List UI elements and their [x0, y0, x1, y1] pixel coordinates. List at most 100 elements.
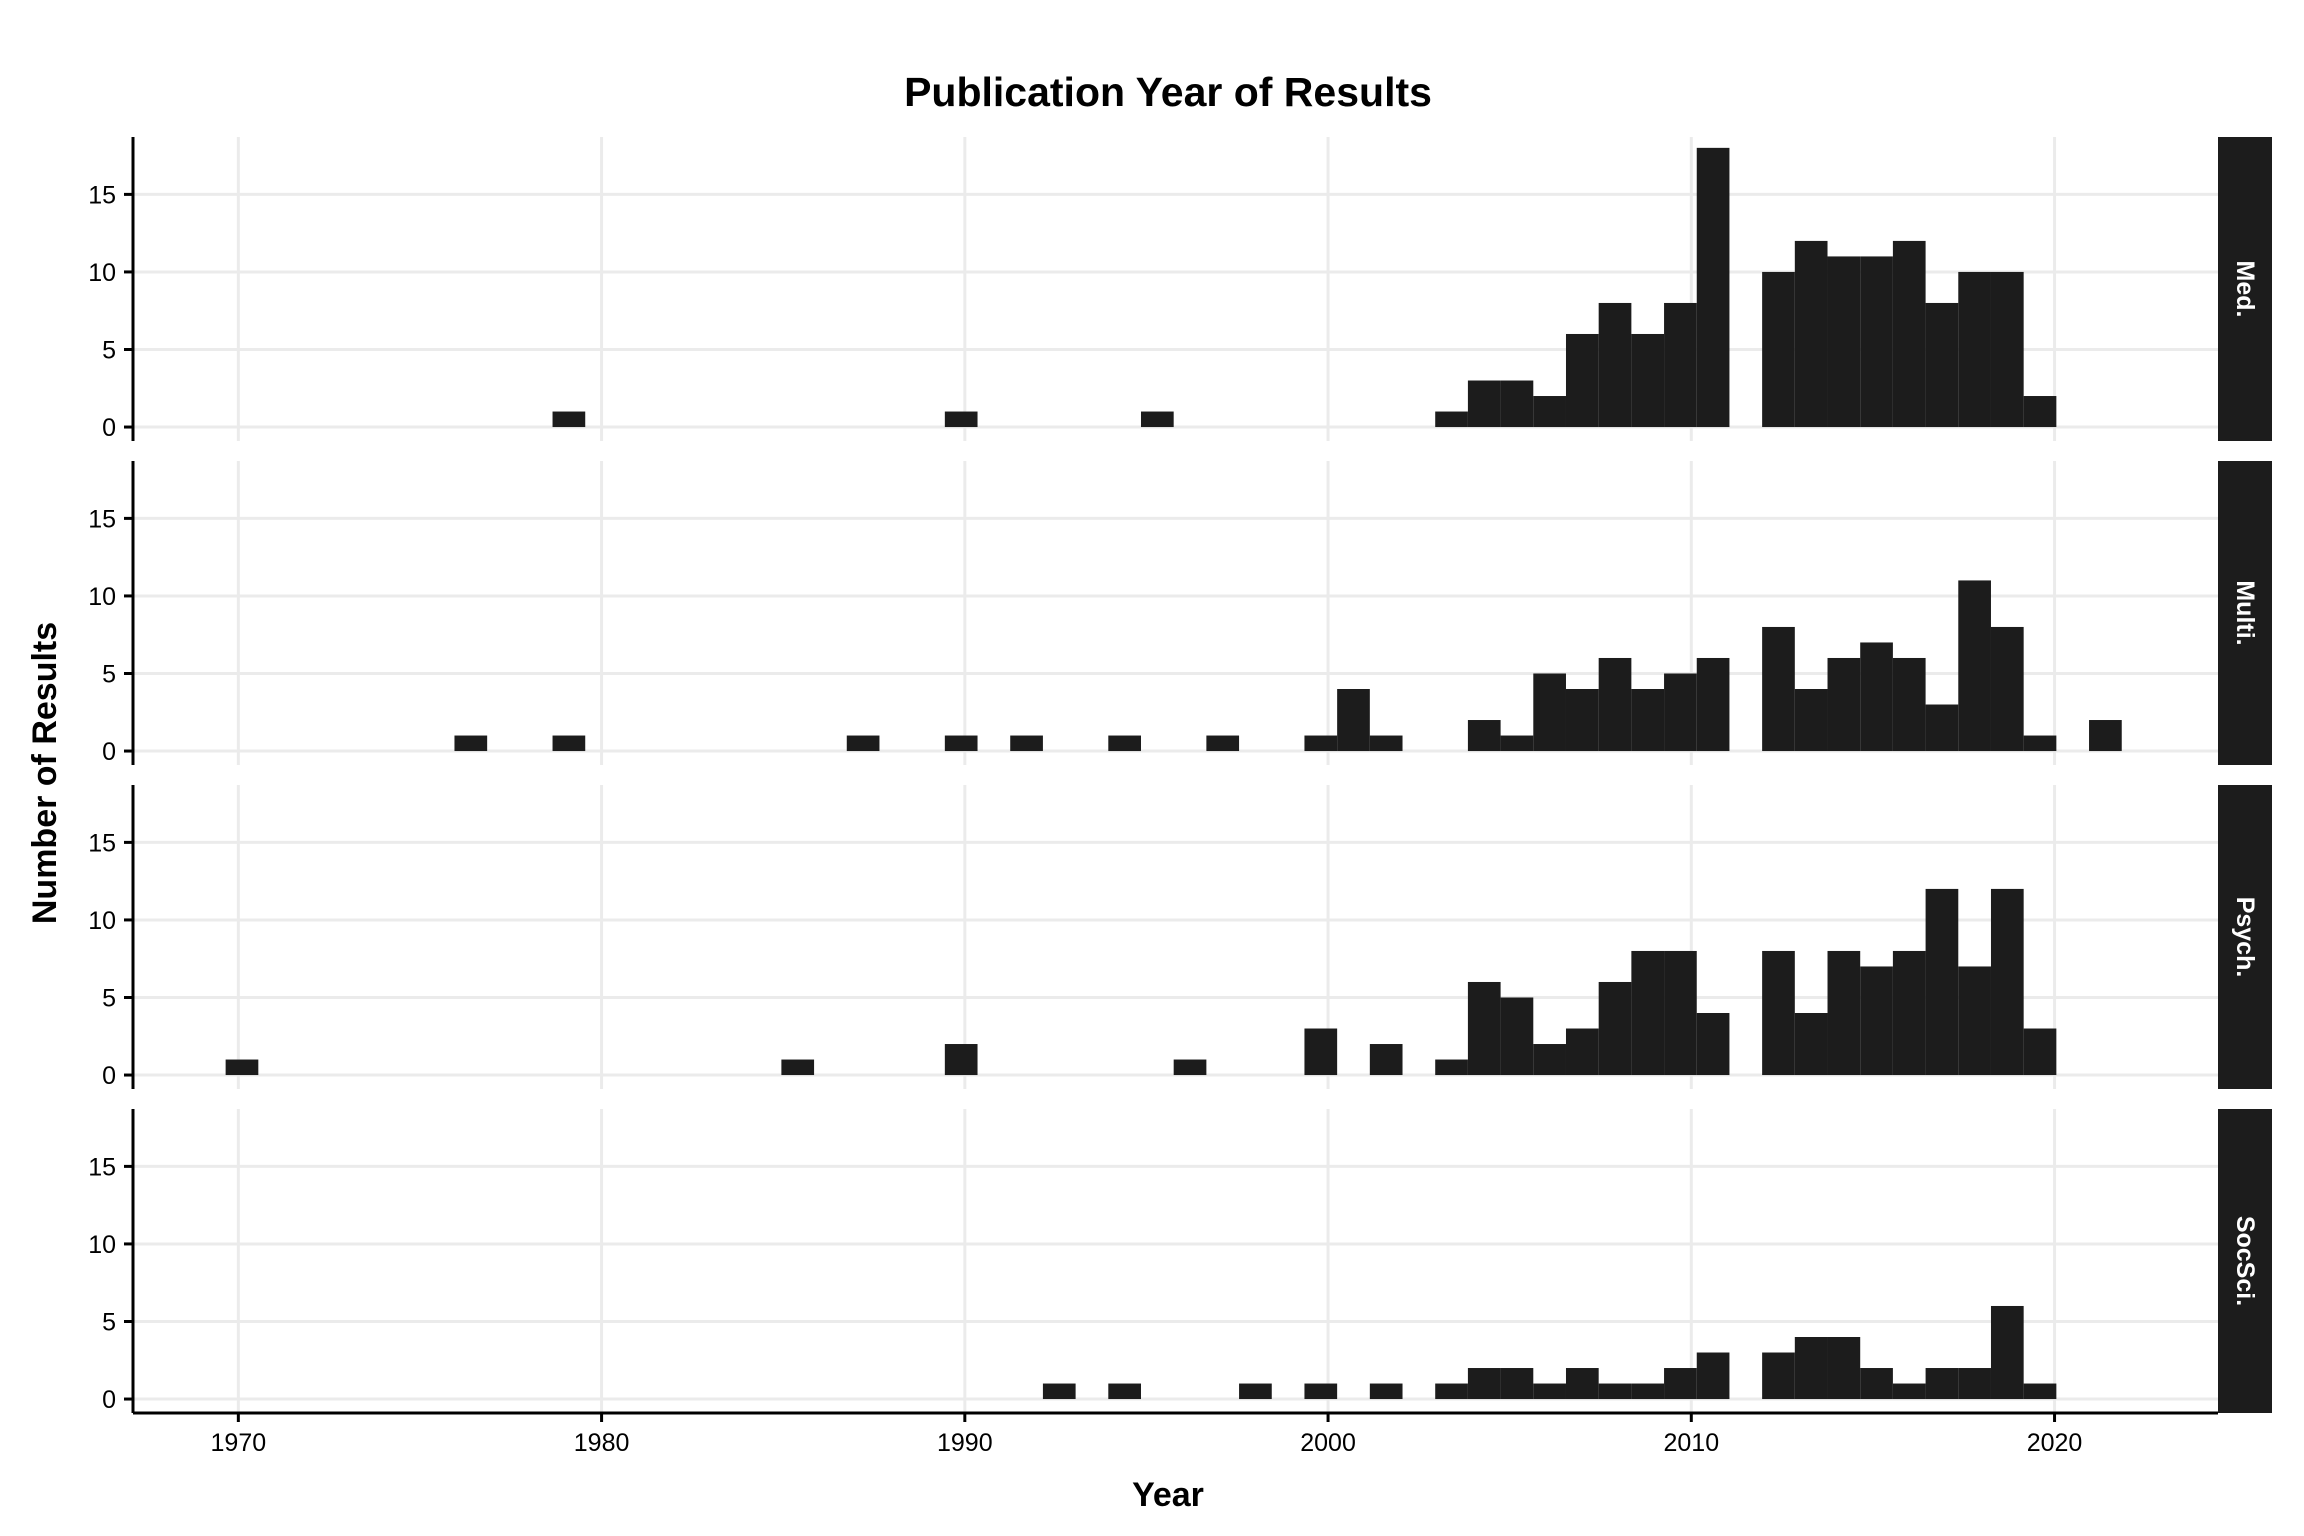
y-tick-label: 15: [88, 1153, 116, 1181]
histogram-bar: [1860, 966, 1893, 1076]
histogram-bar: [1762, 950, 1795, 1076]
x-tick-label: 1980: [574, 1429, 630, 1457]
histogram-bar: [225, 1059, 259, 1076]
histogram-bar: [1239, 1383, 1272, 1400]
histogram-bar: [1369, 1383, 1403, 1400]
histogram-bar: [1990, 1305, 2024, 1400]
histogram-bar: [846, 735, 880, 752]
histogram-bar: [1042, 1383, 1076, 1400]
y-tick-label: 5: [102, 336, 116, 364]
histogram-bar: [1500, 735, 1534, 752]
histogram-bar: [1533, 1383, 1566, 1400]
y-tick-label: 5: [102, 1308, 116, 1336]
histogram-bar: [1925, 1368, 1959, 1400]
histogram-bar: [1010, 735, 1043, 752]
panels: 0 5 10 15 Med. 0 5 10 15 Multi. 0 5 10 15 Psych. 0 5 10 15…: [88, 137, 2272, 1414]
histogram-bar: [1533, 396, 1566, 428]
histogram-bar: [1827, 657, 1861, 752]
histogram-bar: [1892, 240, 1926, 428]
histogram-bar: [1369, 1044, 1403, 1076]
histogram-bar: [1794, 240, 1828, 428]
facet-strip: [2218, 137, 2272, 441]
histogram-bar: [1631, 333, 1665, 428]
histogram-bar: [1598, 302, 1632, 428]
histogram-bar: [1860, 642, 1893, 752]
x-tick-label: 2010: [1663, 1429, 1719, 1457]
histogram-bar: [1435, 1059, 1468, 1076]
y-axis-title: Number of Results: [26, 622, 64, 924]
x-axis-title: Year: [1132, 1476, 1204, 1514]
y-tick-label: 10: [88, 907, 116, 935]
y-tick-label: 10: [88, 259, 116, 287]
histogram-bar: [1369, 735, 1403, 752]
histogram-bar: [1958, 966, 1991, 1076]
histogram-bar: [1206, 735, 1240, 752]
histogram-bar: [1664, 673, 1697, 752]
y-tick-label: 10: [88, 583, 116, 611]
histogram-bar: [1664, 302, 1697, 428]
histogram-bar: [1467, 1368, 1501, 1400]
y-tick-label: 0: [102, 1386, 116, 1414]
histogram-bar: [2089, 720, 2122, 752]
histogram-bar: [1762, 1352, 1795, 1400]
histogram-bar: [1631, 689, 1665, 752]
panel-2: 0 5 10 15 Psych.: [88, 785, 2272, 1090]
y-tick-label: 0: [102, 738, 116, 766]
panel-1: 0 5 10 15 Multi.: [88, 461, 2272, 766]
panel-0: 0 5 10 15 Med.: [88, 137, 2272, 442]
y-tick-label: 15: [88, 505, 116, 533]
histogram-bar: [1664, 950, 1697, 1076]
histogram-bar: [1958, 1368, 1991, 1400]
histogram-bar: [1304, 1383, 1338, 1400]
histogram-bar: [1533, 1044, 1566, 1076]
facet-strip: [2218, 461, 2272, 765]
histogram-bar: [1958, 580, 1991, 752]
y-tick-label: 10: [88, 1231, 116, 1259]
histogram-bar: [944, 1044, 978, 1076]
histogram-bar: [1304, 735, 1338, 752]
histogram-bar: [1467, 380, 1501, 428]
chart-title: Publication Year of Results: [904, 69, 1432, 115]
facet-strip-label: SocSci.: [2231, 1216, 2259, 1306]
histogram-bar: [2023, 735, 2057, 752]
histogram-bar: [1827, 256, 1861, 428]
facet-strip-label: Multi.: [2231, 580, 2259, 645]
histogram-bar: [1500, 997, 1534, 1076]
histogram-bar: [2023, 396, 2057, 428]
y-tick-label: 5: [102, 984, 116, 1012]
histogram-bar: [1925, 302, 1959, 428]
histogram-bar: [1696, 1013, 1730, 1076]
histogram-bar: [1794, 1337, 1828, 1400]
histogram-bar: [1696, 1352, 1730, 1400]
histogram-bar: [1892, 657, 1926, 752]
histogram-bar: [2023, 1028, 2057, 1076]
histogram-bar: [1500, 380, 1534, 428]
histogram-bar: [1140, 411, 1174, 428]
histogram-bar: [1990, 626, 2024, 752]
histogram-bar: [1990, 888, 2024, 1076]
y-tick-label: 5: [102, 660, 116, 688]
histogram-bar: [1958, 271, 1991, 428]
histogram-bar: [1565, 689, 1599, 752]
histogram-bar: [1860, 1368, 1893, 1400]
panel-3: 0 5 10 15 SocSci.: [88, 1109, 2272, 1414]
y-tick-label: 15: [88, 181, 116, 209]
histogram-bar: [1631, 950, 1665, 1076]
facet-strip: [2218, 785, 2272, 1089]
histogram-bar: [2023, 1383, 2057, 1400]
histogram-bar: [1435, 1383, 1468, 1400]
x-tick-label: 2020: [2027, 1429, 2083, 1457]
facet-strip-label: Med.: [2231, 261, 2259, 318]
histogram-bar: [552, 411, 586, 428]
x-axis: 1970 1980 1990 2000 2010 2020: [133, 1411, 2218, 1457]
histogram-bar: [552, 735, 586, 752]
x-tick-label: 1970: [211, 1429, 267, 1457]
y-tick-label: 0: [102, 1062, 116, 1090]
histogram-bar: [1892, 950, 1926, 1076]
histogram-bar: [1827, 1337, 1861, 1400]
histogram-bar: [1925, 888, 1959, 1076]
histogram-bar: [1598, 1383, 1632, 1400]
histogram-bar: [1304, 1028, 1338, 1076]
histogram-bar: [944, 735, 978, 752]
histogram-bar: [1794, 1013, 1828, 1076]
